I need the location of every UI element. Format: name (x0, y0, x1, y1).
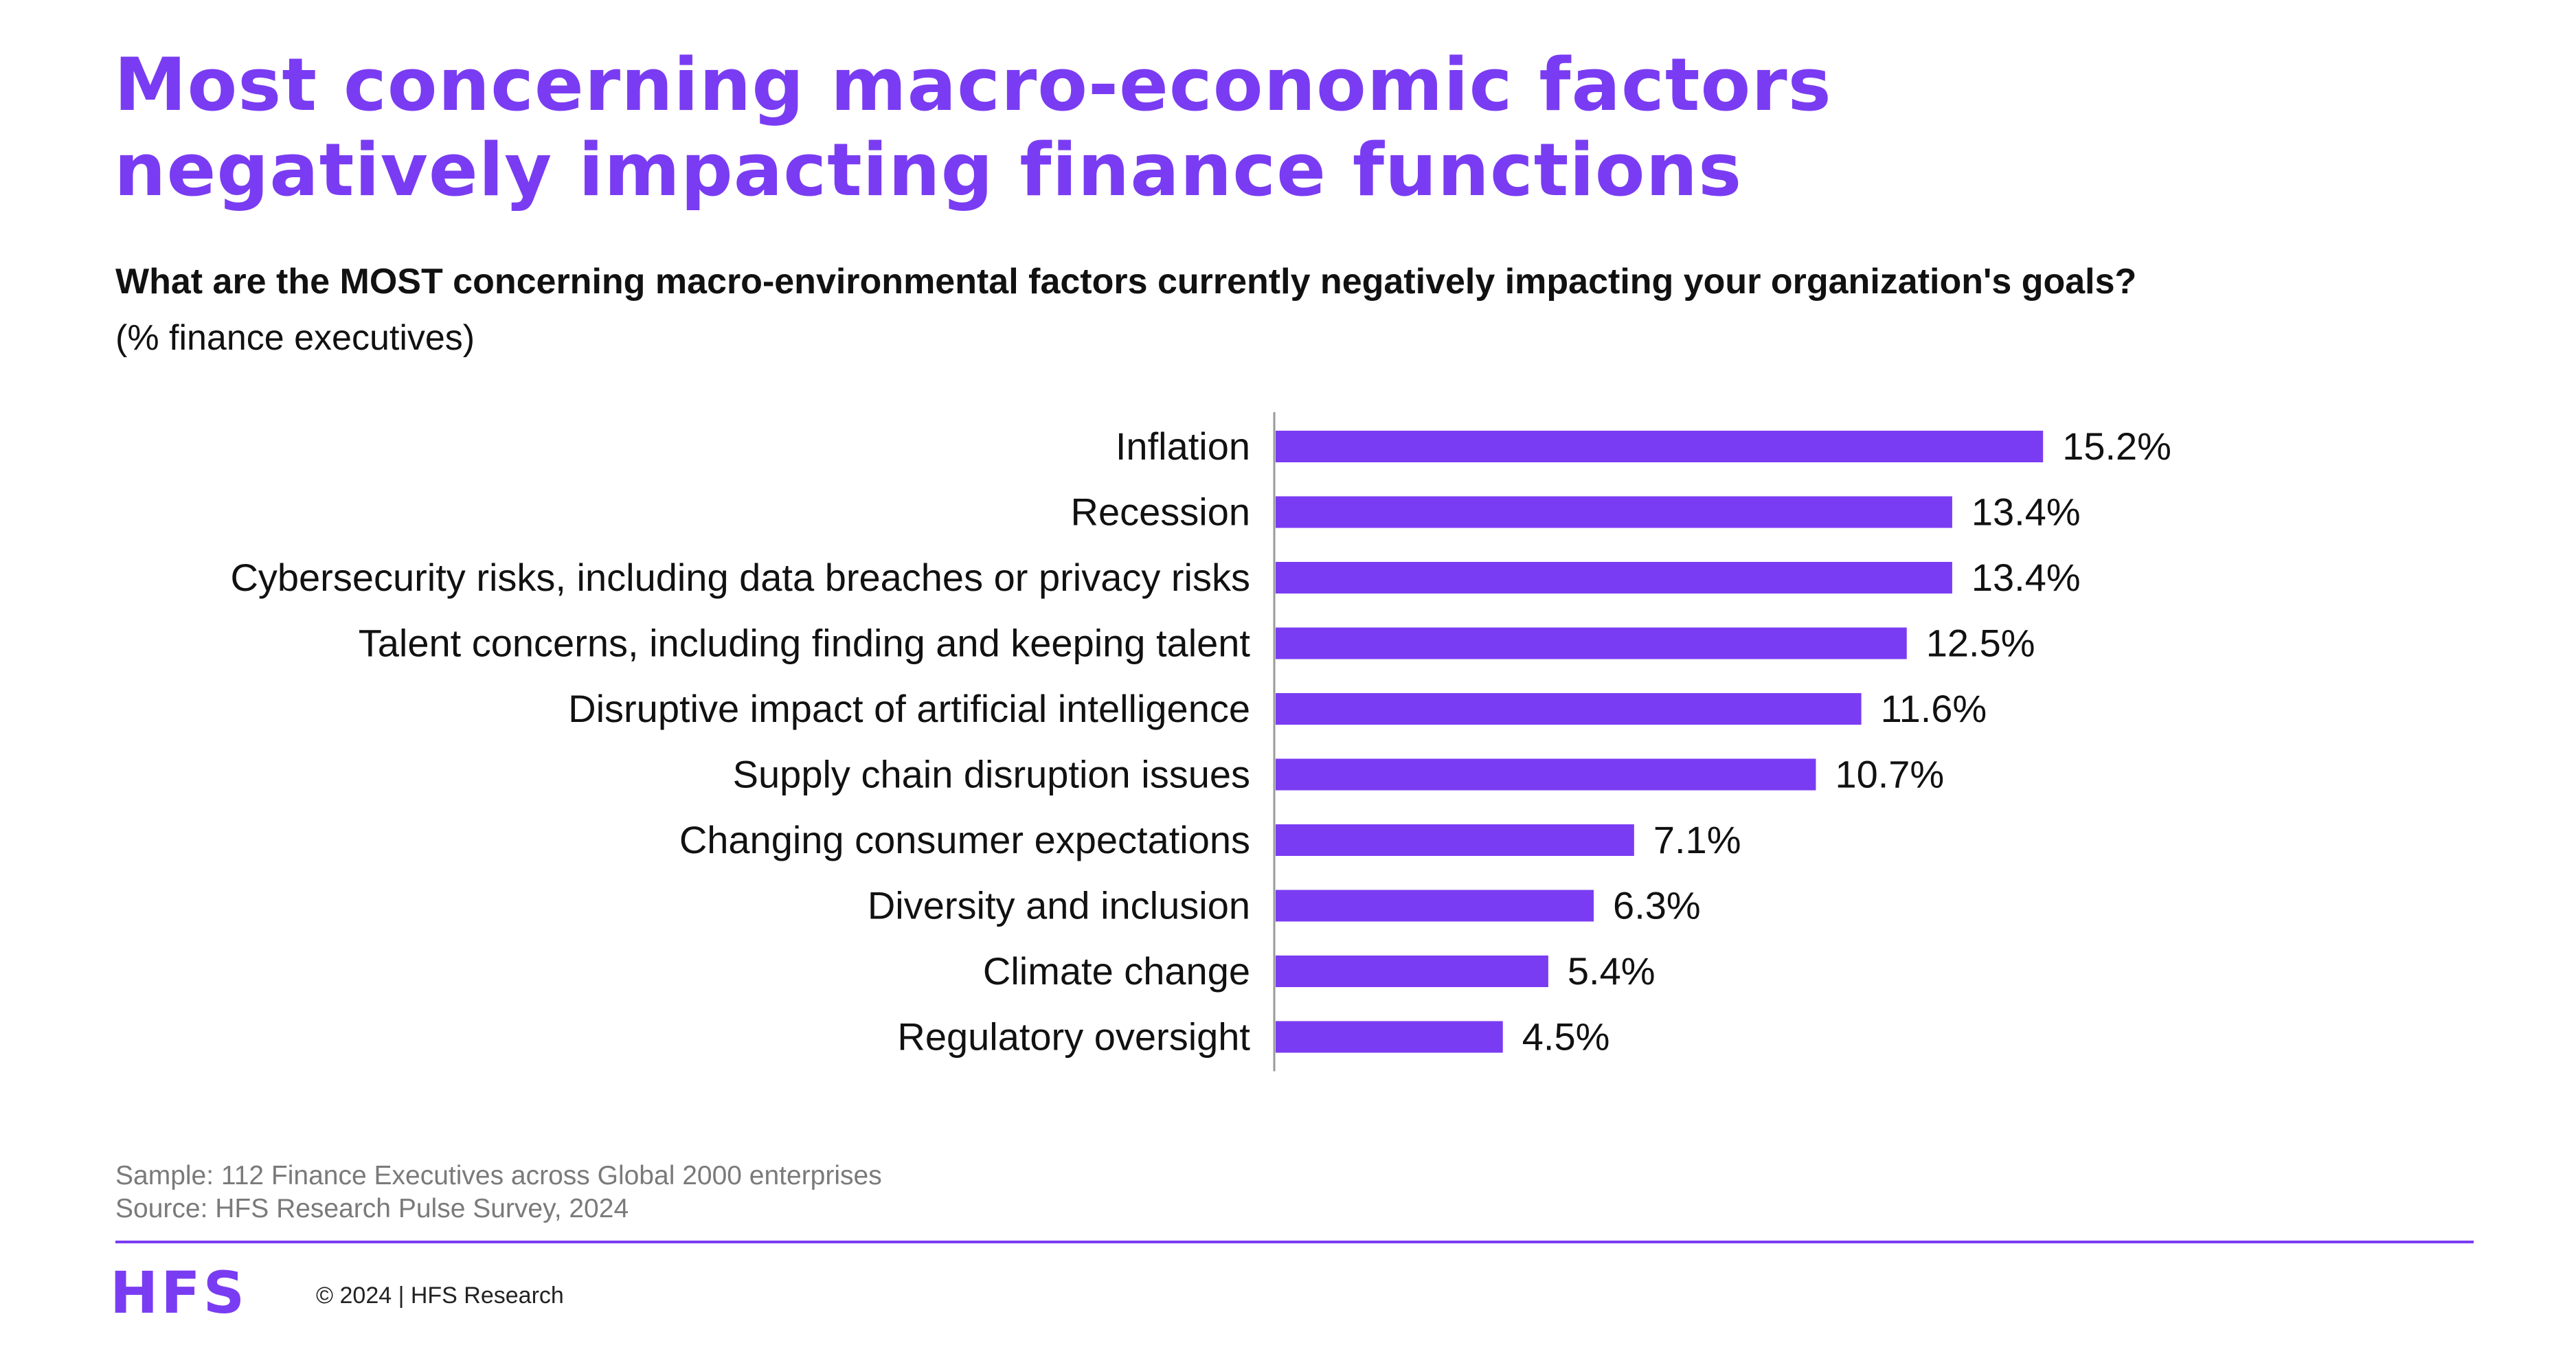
category-label: Regulatory oversight (897, 1015, 1250, 1059)
bar-chart: Inflation 15.2% Recession 13.4% Cybersecurit… (230, 412, 2171, 1072)
category-label: Climate change (983, 949, 1250, 993)
category-label: Diversity and inclusion (868, 884, 1250, 927)
bar (1276, 627, 1907, 659)
page-title: Most concerning macro-economic factors n… (114, 43, 2450, 213)
bar (1276, 431, 2044, 462)
category-label: Disruptive impact of artificial intellig… (568, 687, 1250, 730)
sample-note: Sample: 112 Finance Executives across Gl… (115, 1161, 882, 1190)
bar (1276, 890, 1594, 922)
bar (1276, 824, 1634, 856)
category-label: Recession (1071, 490, 1250, 534)
bar-value-label: 10.7% (1835, 753, 1944, 796)
bar (1276, 1021, 1503, 1053)
category-label: Changing consumer expectations (679, 818, 1250, 861)
survey-subquestion: (% finance executives) (115, 318, 475, 358)
title-line-2: negatively impacting finance functions (114, 128, 1743, 212)
hfs-logo: HFS (110, 1259, 248, 1326)
source-note: Source: HFS Research Pulse Survey, 2024 (115, 1194, 629, 1223)
bar-value-label: 4.5% (1522, 1015, 1610, 1059)
category-label: Inflation (1116, 425, 1250, 468)
title-line-1: Most concerning macro-economic factors (114, 43, 1832, 127)
bar-value-label: 12.5% (1926, 622, 2035, 665)
bar-value-label: 7.1% (1653, 818, 1741, 861)
bar-value-label: 6.3% (1613, 884, 1701, 927)
survey-question: What are the MOST concerning macro-envir… (115, 262, 2137, 302)
bar-value-label: 5.4% (1568, 949, 1656, 993)
bar-value-label: 11.6% (1881, 687, 1987, 730)
footer-divider (115, 1241, 2474, 1243)
bar (1276, 693, 1862, 725)
category-label: Cybersecurity risks, including data brea… (230, 556, 1250, 599)
bar (1276, 758, 1816, 791)
bar-value-label: 13.4% (1971, 556, 2081, 599)
bar-value-label: 15.2% (2062, 425, 2171, 468)
copyright-text: © 2024 | HFS Research (316, 1282, 564, 1309)
bar (1276, 496, 1952, 528)
bar-value-label: 13.4% (1971, 490, 2081, 534)
bar (1276, 956, 1548, 987)
category-label: Supply chain disruption issues (733, 753, 1250, 796)
category-label: Talent concerns, including finding and k… (359, 622, 1251, 665)
bar (1276, 562, 1952, 594)
